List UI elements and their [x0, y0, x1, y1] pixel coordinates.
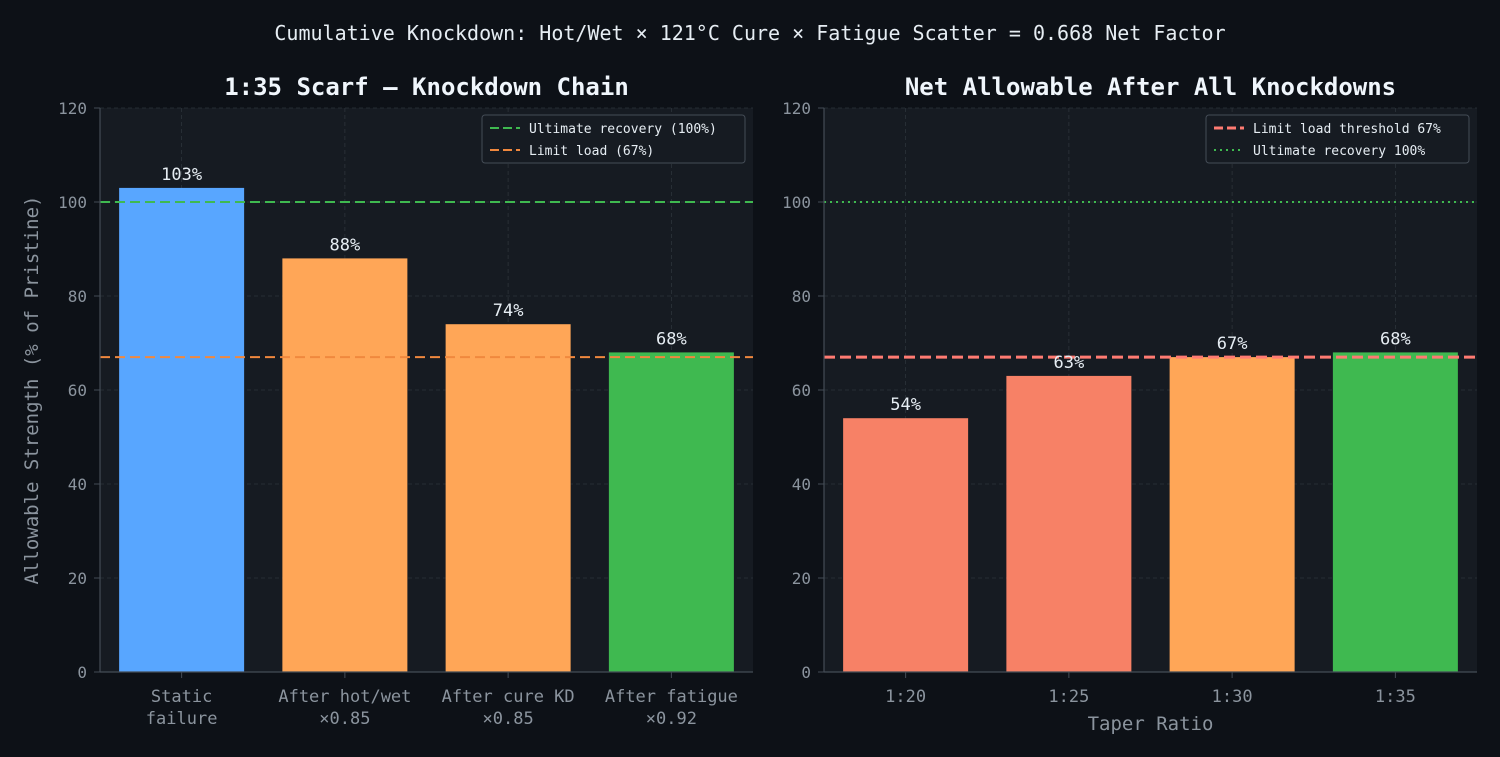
x-tick-label-0: 1:20: [885, 687, 926, 707]
legend-label-0: Limit load threshold 67%: [1253, 122, 1441, 137]
legend: Limit load threshold 67% Ultimate recover…: [1205, 114, 1470, 164]
x-tick-label-0-line-0: Static: [151, 687, 212, 707]
bar-0: [843, 418, 969, 672]
y-tick-label-5: 100: [58, 193, 87, 212]
x-tick-label-3-line-1: ×0.92: [646, 709, 697, 729]
legend-label-1: Ultimate recovery 100%: [1253, 144, 1425, 159]
bar-1: [1006, 375, 1132, 672]
y-tick-label-5: 100: [782, 193, 811, 212]
y-tick-label-4: 80: [792, 287, 811, 306]
x-tick-label-2-line-0: After cure KD: [442, 687, 575, 707]
x-tick-label-3: 1:35: [1375, 687, 1416, 707]
y-tick-label-2: 40: [792, 475, 811, 494]
x-tick-label-1-line-0: After hot/wet: [278, 687, 411, 707]
y-tick-label-3: 60: [68, 381, 87, 400]
x-tick-label-2: 1:30: [1212, 687, 1253, 707]
value-label-0: 54%: [890, 395, 921, 415]
bar-2: [445, 324, 571, 672]
value-label-2: 67%: [1217, 334, 1248, 354]
legend-label-0: Ultimate recovery (100%): [529, 122, 717, 137]
y-tick-label-4: 80: [68, 287, 87, 306]
value-label-0: 103%: [161, 165, 202, 185]
x-tick-label-3-line-0: After fatigue: [605, 687, 738, 707]
y-tick-label-0: 0: [77, 663, 87, 682]
y-tick-label-2: 40: [68, 475, 87, 494]
chart-title: 1:35 Scarf — Knockdown Chain: [224, 73, 629, 101]
knockdown-chain-panel: 103% 88% 74% 68% 0 20 40 60 80 100 120 Staticfailur…: [21, 73, 753, 729]
x-axis-label: Taper Ratio: [1088, 713, 1214, 735]
value-label-1: 88%: [330, 235, 361, 255]
legend-frame: [481, 114, 746, 164]
bar-1: [282, 258, 408, 672]
y-tick-label-0: 0: [801, 663, 811, 682]
legend-label-1: Limit load (67%): [529, 144, 654, 159]
bar-2: [1169, 357, 1295, 672]
x-tick-label-2-line-1: ×0.85: [483, 709, 534, 729]
y-tick-label-6: 120: [782, 99, 811, 118]
figure-suptitle: Cumulative Knockdown: Hot/Wet × 121°C Cu…: [274, 21, 1225, 45]
net-allowable-panel: 54% 63% 67% 68% 0 20 40 60 80 100 120 1:20 1:25 1:30 1…: [782, 73, 1477, 735]
legend-frame: [1205, 114, 1470, 164]
chart-title: Net Allowable After All Knockdowns: [905, 73, 1396, 101]
y-tick-label-6: 120: [58, 99, 87, 118]
bar-3: [1332, 352, 1458, 672]
value-label-1: 63%: [1054, 353, 1085, 373]
y-axis-label: Allowable Strength (% of Pristine): [21, 196, 43, 585]
y-tick-label-1: 20: [68, 569, 87, 588]
x-tick-label-1: 1:25: [1048, 687, 1089, 707]
bar-0: [119, 187, 245, 672]
x-tick-label-0-line-1: failure: [146, 709, 218, 729]
value-label-2: 74%: [493, 301, 524, 321]
bar-3: [608, 352, 734, 672]
x-tick-label-1-line-1: ×0.85: [319, 709, 370, 729]
value-label-3: 68%: [1380, 329, 1411, 349]
y-tick-label-1: 20: [792, 569, 811, 588]
y-tick-label-3: 60: [792, 381, 811, 400]
legend: Ultimate recovery (100%) Limit load (67%): [481, 114, 746, 164]
value-label-3: 68%: [656, 329, 687, 349]
